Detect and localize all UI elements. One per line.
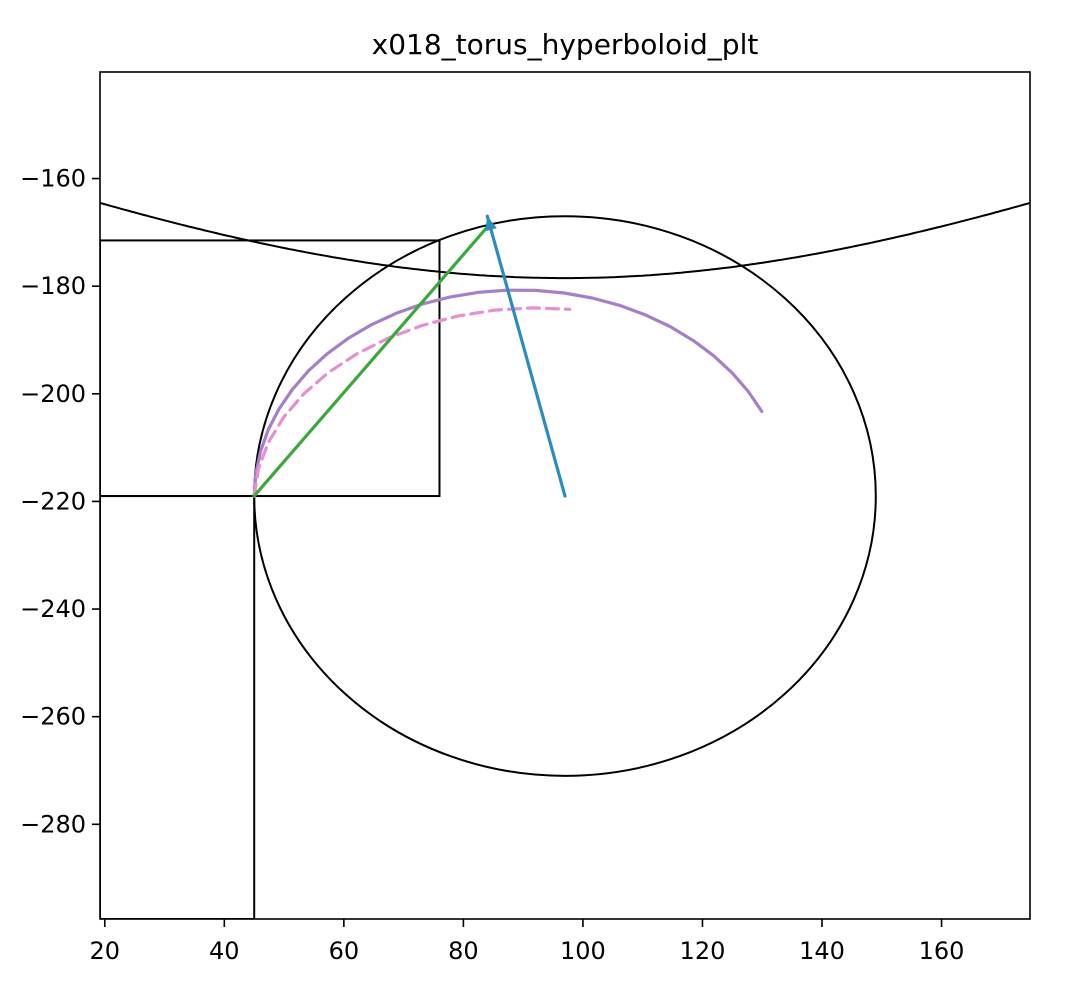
- green-chord-line: [252, 225, 489, 498]
- purple-arc-curve: [252, 288, 764, 498]
- y-tick-label: −260: [20, 703, 86, 731]
- chart-title: x018_torus_hyperboloid_plt: [372, 28, 759, 61]
- y-tick-label: −200: [20, 380, 86, 408]
- y-tick-label: −240: [20, 595, 86, 623]
- x-tick-label: 160: [919, 937, 965, 965]
- x-tick-label: 20: [90, 937, 121, 965]
- x-tick-label: 100: [560, 937, 606, 965]
- y-tick-label: −220: [20, 487, 86, 515]
- x-tick-label: 80: [448, 937, 479, 965]
- plot-area: [100, 201, 1030, 919]
- x-tick-label: 140: [799, 937, 845, 965]
- x-tick-label: 40: [209, 937, 240, 965]
- rectangle-tall: [100, 495, 256, 919]
- y-tick-label: −160: [20, 165, 86, 193]
- y-tick-label: −280: [20, 810, 86, 838]
- hyperbola-branch-curve: [100, 201, 1030, 280]
- x-tick-label: 60: [329, 937, 360, 965]
- x-tick-label: 120: [680, 937, 726, 965]
- axes-frame: [99, 71, 1031, 920]
- pink-dashed-curve: [252, 306, 572, 498]
- direction-arrow-head: [485, 216, 497, 232]
- y-tick-label: −180: [20, 272, 86, 300]
- direction-arrow-shaft: [485, 214, 567, 498]
- rectangle-small: [100, 239, 441, 498]
- axis-ticks: 20 40 60 80 100 120 140 160 −160 −180 −200 −220 −240…: [20, 165, 964, 965]
